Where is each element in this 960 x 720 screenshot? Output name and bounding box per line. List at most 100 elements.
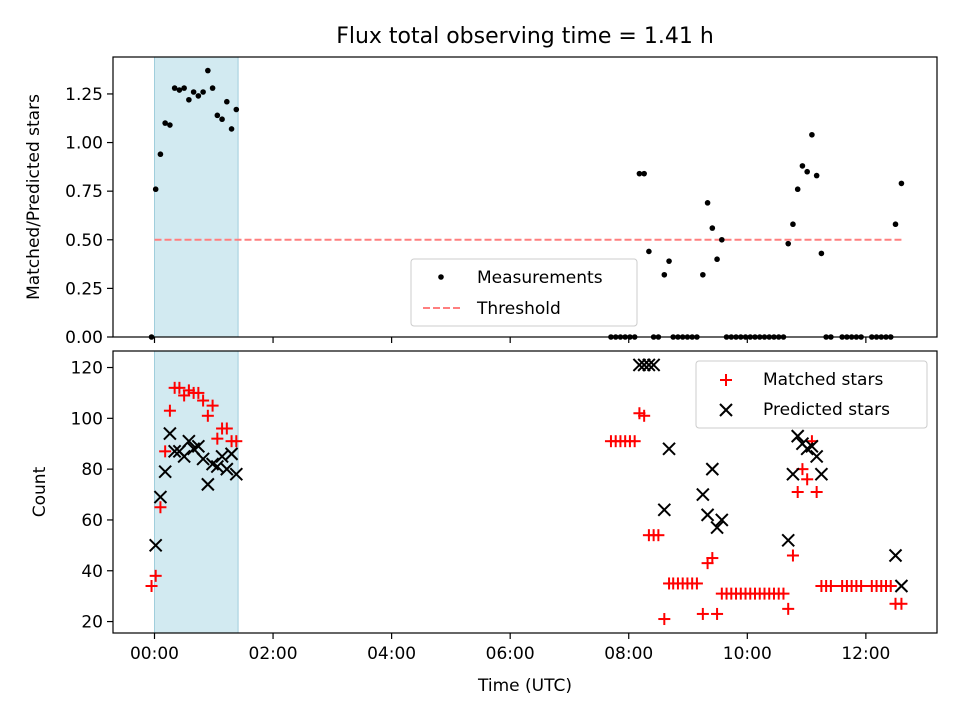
matched-star-point — [658, 613, 671, 626]
matched-star-point — [192, 386, 205, 399]
matched-star-point — [711, 607, 724, 620]
predicted-star-point — [632, 358, 647, 372]
bottom-y-tick-label: 20 — [81, 613, 103, 633]
predicted-star-point — [153, 490, 168, 504]
predicted-star-point — [177, 449, 191, 464]
x-tick-label: 06:00 — [486, 644, 535, 664]
measurement-point — [157, 151, 164, 158]
predicted-star-point — [894, 579, 909, 593]
predicted-star-point — [662, 442, 676, 456]
predicted-star-point — [215, 449, 229, 464]
legend-matched-marker — [720, 374, 732, 386]
predicted-star-point — [809, 449, 824, 464]
x-tick-label: 00:00 — [130, 644, 179, 664]
bottom-y-tick-label: 80 — [81, 460, 103, 480]
top-axes-frame — [112, 56, 938, 338]
matched-star-point — [690, 577, 703, 590]
x-tick-label: 12:00 — [841, 644, 890, 664]
measurement-point — [219, 116, 225, 123]
measurement-point — [181, 85, 187, 91]
predicted-star-point — [705, 462, 720, 476]
legend-measurements-marker — [438, 274, 444, 280]
matched-star-point — [145, 580, 158, 592]
predicted-star-point — [805, 439, 819, 453]
measurement-point — [794, 186, 801, 193]
predicted-star-point — [646, 358, 661, 372]
legend-matched-label: Matched stars — [763, 370, 883, 390]
matched-star-point — [801, 473, 814, 486]
matched-star-point — [824, 580, 837, 592]
measurement-point — [700, 271, 706, 278]
measurement-point — [224, 98, 230, 105]
measurement-point — [666, 258, 672, 264]
matched-star-point — [230, 435, 243, 448]
measurement-point — [898, 180, 905, 187]
top-y-tick-label: 0.50 — [65, 231, 103, 251]
matched-star-point — [810, 486, 823, 498]
predicted-star-point — [167, 444, 182, 459]
measurement-point — [719, 236, 725, 243]
bottom-panel: 20 40 60 80 100 120 00:00 02:00 04:00 06:00 08:00… — [30, 350, 938, 696]
matched-star-point — [791, 486, 804, 498]
top-panel: 0.00 0.25 0.50 0.75 1.00 1.25 Matched/Predict… — [24, 56, 938, 348]
measurement-point — [799, 163, 806, 169]
measurement-point — [205, 67, 211, 74]
matched-star-point — [173, 381, 186, 394]
predicted-star-point — [224, 447, 239, 461]
top-y-tick-label: 1.25 — [65, 85, 103, 105]
measurement-point — [892, 221, 899, 228]
predicted-star-point — [696, 487, 710, 502]
matched-star-point — [652, 529, 665, 542]
bottom-plot-area — [145, 350, 909, 634]
predicted-star-point — [148, 538, 163, 553]
measurement-point — [162, 120, 168, 126]
predicted-star-point — [700, 508, 715, 522]
top-observing-span — [154, 56, 239, 338]
matched-star-point — [782, 602, 795, 615]
measurement-point — [646, 248, 652, 255]
matched-star-point — [638, 409, 651, 422]
predicted-star-point — [715, 513, 729, 527]
measurement-point — [214, 112, 221, 119]
legend-predicted-label: Predicted stars — [763, 400, 890, 420]
measurement-point — [233, 106, 240, 113]
predicted-star-point — [182, 434, 196, 448]
measurement-point — [171, 85, 178, 91]
matched-star-point — [628, 435, 641, 448]
bottom-y-tick-label: 100 — [71, 409, 103, 429]
top-legend-box — [410, 258, 638, 327]
predicted-star-point — [196, 452, 210, 466]
predicted-star-point — [191, 439, 206, 453]
bottom-x-ticks: 00:00 02:00 04:00 06:00 08:00 10:00 12:00 — [130, 633, 890, 664]
matched-star-point — [895, 597, 908, 610]
measurement-point — [636, 170, 643, 177]
matched-star-point — [696, 607, 709, 620]
bottom-legend-box — [695, 360, 928, 429]
measurement-point — [709, 225, 716, 231]
predicted-star-point — [657, 503, 672, 517]
predicted-star-point — [210, 459, 225, 474]
top-y-tick-label: 0.25 — [65, 279, 103, 299]
bottom-legend: Matched stars Predicted stars — [695, 360, 928, 429]
measurement-point — [186, 96, 192, 103]
x-tick-label: 02:00 — [249, 644, 298, 664]
predicted-star-point — [220, 462, 234, 476]
measurement-point — [190, 89, 197, 95]
x-tick-label: 04:00 — [367, 644, 416, 664]
matched-star-point — [163, 404, 176, 417]
matched-star-point — [154, 501, 167, 514]
legend-threshold-label: Threshold — [476, 299, 561, 319]
top-y-tick-label: 0.00 — [65, 328, 103, 348]
measurement-point — [641, 170, 647, 177]
top-y-axis-label: Matched/Predicted stars — [24, 94, 44, 300]
measurement-point — [714, 256, 720, 263]
measurement-point — [790, 221, 796, 228]
top-plot-area — [148, 56, 905, 340]
x-tick-label: 10:00 — [723, 644, 772, 664]
bottom-y-tick-label: 40 — [81, 562, 103, 582]
matched-star-point — [201, 409, 214, 422]
predicted-star-point — [229, 467, 244, 481]
measurement-point — [209, 85, 216, 91]
top-legend: Measurements Threshold — [410, 258, 638, 327]
